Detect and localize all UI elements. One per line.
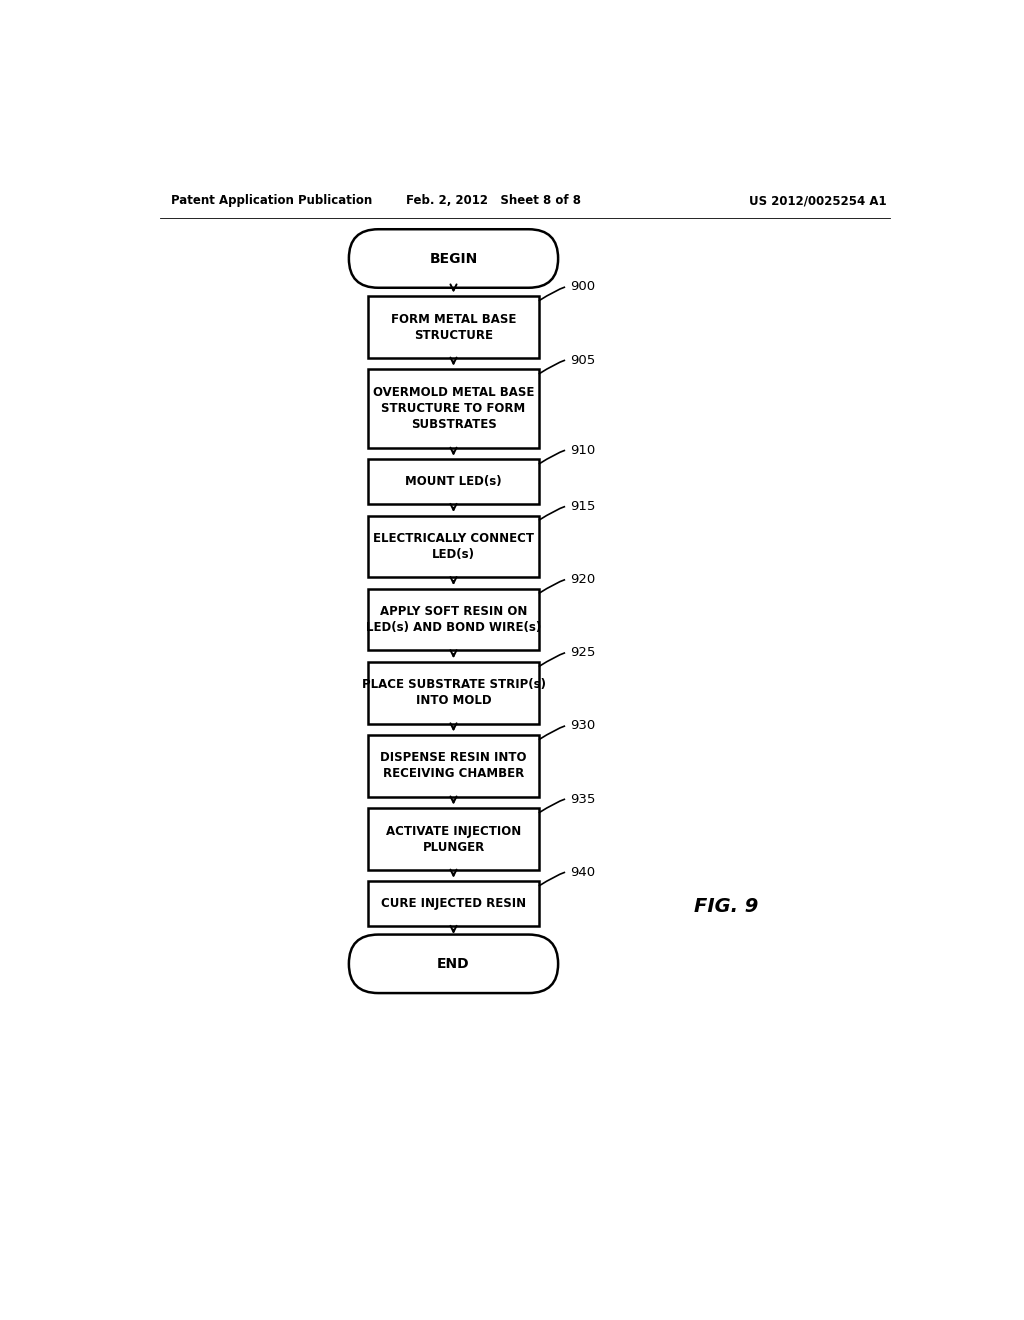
FancyBboxPatch shape: [349, 230, 558, 288]
Text: US 2012/0025254 A1: US 2012/0025254 A1: [750, 194, 887, 207]
Text: ELECTRICALLY CONNECT
LED(s): ELECTRICALLY CONNECT LED(s): [373, 532, 534, 561]
Text: Feb. 2, 2012   Sheet 8 of 8: Feb. 2, 2012 Sheet 8 of 8: [406, 194, 581, 207]
Text: 900: 900: [570, 280, 596, 293]
Text: 940: 940: [570, 866, 596, 879]
Text: 935: 935: [570, 792, 596, 805]
FancyBboxPatch shape: [349, 935, 558, 993]
Text: FIG. 9: FIG. 9: [693, 898, 758, 916]
Bar: [369, 516, 539, 577]
Text: 930: 930: [570, 719, 596, 733]
Text: APPLY SOFT RESIN ON
LED(s) AND BOND WIRE(s): APPLY SOFT RESIN ON LED(s) AND BOND WIRE…: [366, 605, 541, 634]
Text: DISPENSE RESIN INTO
RECEIVING CHAMBER: DISPENSE RESIN INTO RECEIVING CHAMBER: [380, 751, 526, 780]
Bar: [369, 459, 539, 504]
Text: Patent Application Publication: Patent Application Publication: [171, 194, 372, 207]
Text: BEGIN: BEGIN: [429, 252, 477, 265]
Text: END: END: [437, 957, 470, 970]
Bar: [369, 370, 539, 447]
Text: CURE INJECTED RESIN: CURE INJECTED RESIN: [381, 898, 526, 911]
Bar: [369, 589, 539, 651]
Bar: [369, 882, 539, 927]
Bar: [369, 735, 539, 797]
Text: 910: 910: [570, 444, 596, 457]
Text: 915: 915: [570, 500, 596, 513]
Text: FORM METAL BASE
STRUCTURE: FORM METAL BASE STRUCTURE: [391, 313, 516, 342]
Text: PLACE SUBSTRATE STRIP(s)
INTO MOLD: PLACE SUBSTRATE STRIP(s) INTO MOLD: [361, 678, 546, 708]
Text: ACTIVATE INJECTION
PLUNGER: ACTIVATE INJECTION PLUNGER: [386, 825, 521, 854]
Text: 905: 905: [570, 354, 596, 367]
Text: MOUNT LED(s): MOUNT LED(s): [406, 475, 502, 488]
Text: 925: 925: [570, 647, 596, 659]
Bar: [369, 663, 539, 723]
Bar: [369, 808, 539, 870]
Text: OVERMOLD METAL BASE
STRUCTURE TO FORM
SUBSTRATES: OVERMOLD METAL BASE STRUCTURE TO FORM SU…: [373, 387, 535, 432]
Text: 920: 920: [570, 573, 596, 586]
Bar: [369, 296, 539, 358]
